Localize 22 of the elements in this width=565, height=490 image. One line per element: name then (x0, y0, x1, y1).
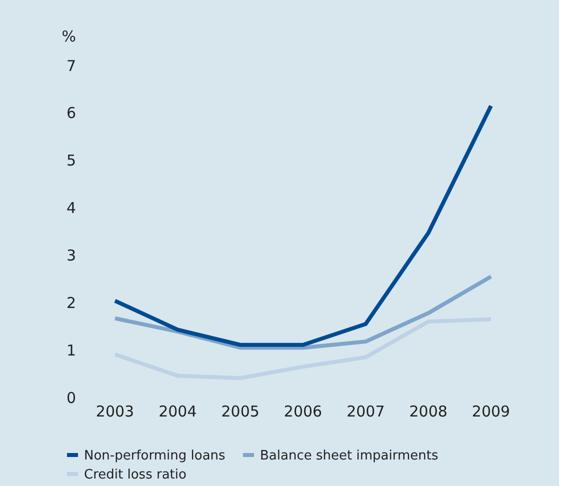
x-tick-label: 2009 (472, 402, 510, 421)
line-series (113, 317, 493, 380)
x-tick-label: 2006 (284, 402, 322, 421)
line-series (113, 274, 493, 350)
y-axis-title: % (62, 27, 76, 46)
y-tick-label: 3 (66, 246, 76, 265)
legend-label: Credit loss ratio (84, 468, 186, 483)
y-tick-label: 4 (66, 199, 76, 218)
y-tick-label: 5 (66, 152, 76, 170)
x-tick-label: 2007 (346, 402, 385, 421)
line-series (113, 104, 493, 347)
y-tick-label: 1 (66, 341, 76, 360)
x-tick-label: 2003 (96, 402, 134, 421)
legend-label: Balance sheet impairments (260, 448, 438, 464)
y-tick-label: 2 (66, 294, 76, 312)
legend-label: Non-performing loans (84, 448, 226, 464)
x-tick-label: 2004 (158, 402, 197, 421)
x-tick-label: 2008 (409, 402, 448, 421)
x-tick-label: 2005 (221, 402, 260, 421)
y-tick-label: 7 (66, 56, 76, 75)
y-tick-label: 0 (66, 388, 76, 407)
y-tick-label: 6 (66, 104, 76, 122)
